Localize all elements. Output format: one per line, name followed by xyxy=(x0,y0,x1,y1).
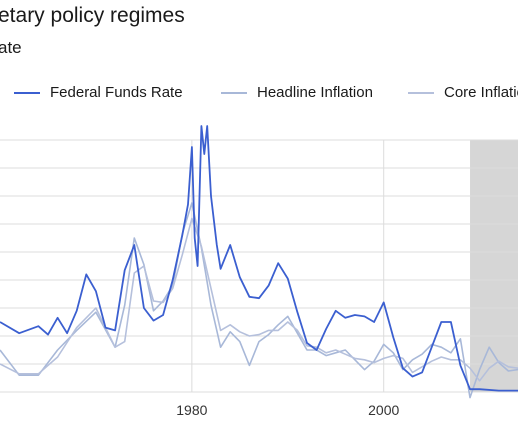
shaded-region-group xyxy=(470,140,518,392)
legend-label-core-inflation: Core Inflation xyxy=(444,84,518,101)
series-line-core-inflation xyxy=(0,217,518,382)
legend-item-headline-inflation: Headline Inflation xyxy=(221,84,373,101)
legend-item-federal-funds-rate: Federal Funds Rate xyxy=(14,84,183,101)
legend-swatch-federal-funds-rate xyxy=(14,91,40,94)
chart-subtitle: ate xyxy=(0,38,22,57)
x-tick-label: 2000 xyxy=(368,402,399,418)
x-tick-label: 1980 xyxy=(176,402,207,418)
legend-swatch-headline-inflation xyxy=(221,91,247,94)
series-line-federal-funds-rate xyxy=(0,125,518,392)
x-tick-labels-group: 1980 2000 xyxy=(176,402,399,418)
legend-label-headline-inflation: Headline Inflation xyxy=(257,84,373,101)
chart-title: etary policy regimes xyxy=(0,4,185,27)
series-lines-group xyxy=(0,125,518,399)
legend-label-federal-funds-rate: Federal Funds Rate xyxy=(50,84,183,101)
legend-swatch-core-inflation xyxy=(408,91,434,94)
legend-item-core-inflation: Core Inflation xyxy=(408,84,518,101)
series-line-headline-inflation xyxy=(0,202,518,399)
gridlines-group xyxy=(0,139,518,393)
recession-shaded-region xyxy=(470,140,518,392)
